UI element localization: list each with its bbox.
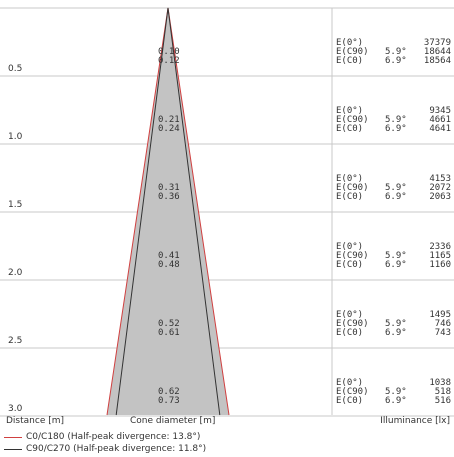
- illum-value-ec0: 1160: [429, 260, 451, 270]
- distance-label: 0.5: [8, 64, 23, 74]
- cone-diameter-c90: 0.52: [158, 319, 180, 329]
- illum-value-ec90: 746: [434, 319, 451, 329]
- illum-label-e0: E(0°): [336, 378, 364, 388]
- illum-value-ec90: 1165: [429, 251, 451, 261]
- cone-diameter-c90: 0.41: [158, 251, 180, 261]
- illum-label-ec90: E(C90): [336, 387, 369, 397]
- illum-value-ec0: 743: [434, 328, 451, 338]
- illuminance-axis-label: Illuminance [lx]: [380, 416, 450, 426]
- cone-edge-c90: [115, 7, 221, 416]
- illum-value-ec90: 18644: [423, 47, 451, 57]
- cone-diameter-c0: 0.24: [158, 124, 180, 134]
- angle-c90: 5.9°: [385, 319, 407, 329]
- distance-label: 1.0: [8, 132, 23, 142]
- cone-diameter-c90: 0.62: [158, 387, 180, 397]
- illum-label-ec0: E(C0): [336, 124, 364, 134]
- angle-c0: 6.9°: [385, 124, 407, 134]
- illum-label-ec0: E(C0): [336, 328, 364, 338]
- illum-value-ec0: 18564: [423, 56, 451, 66]
- illum-value-ec0: 4641: [429, 124, 451, 134]
- cone-diameter-c0: 0.73: [158, 396, 180, 406]
- cone-diameter-c0: 0.12: [158, 56, 180, 66]
- angle-c90: 5.9°: [385, 115, 407, 125]
- angle-c0: 6.9°: [385, 396, 407, 406]
- cone-diameter-c0: 0.48: [158, 260, 180, 270]
- illum-label-ec0: E(C0): [336, 260, 364, 270]
- illum-label-ec90: E(C90): [336, 47, 369, 57]
- cone-diameter-c90: 0.21: [158, 115, 180, 125]
- distance-label: 3.0: [8, 404, 23, 414]
- cone-diameter-c90: 0.10: [158, 47, 180, 57]
- illum-value-e0: 2336: [429, 242, 451, 252]
- angle-c90: 5.9°: [385, 183, 407, 193]
- illum-value-e0: 1038: [429, 378, 451, 388]
- cone-diameter-c90: 0.31: [158, 183, 180, 193]
- illum-label-ec0: E(C0): [336, 396, 364, 406]
- illum-value-ec90: 4661: [429, 115, 451, 125]
- illum-label-ec90: E(C90): [336, 183, 369, 193]
- distance-label: 2.5: [8, 336, 23, 346]
- illum-label-e0: E(0°): [336, 242, 364, 252]
- cone-axis-label: Cone diameter [m]: [130, 416, 216, 426]
- illum-label-ec90: E(C90): [336, 115, 369, 125]
- illum-value-ec90: 2072: [429, 183, 451, 193]
- angle-c90: 5.9°: [385, 251, 407, 261]
- illum-value-ec0: 2063: [429, 192, 451, 202]
- angle-c90: 5.9°: [385, 387, 407, 397]
- illum-value-e0: 9345: [429, 106, 451, 116]
- angle-c0: 6.9°: [385, 328, 407, 338]
- illum-label-ec0: E(C0): [336, 192, 364, 202]
- distance-label: 2.0: [8, 268, 23, 278]
- angle-c90: 5.9°: [385, 47, 407, 57]
- illum-label-ec90: E(C90): [336, 319, 369, 329]
- illum-label-e0: E(0°): [336, 106, 364, 116]
- legend-c90-line: [4, 449, 22, 450]
- illum-value-ec0: 516: [434, 396, 451, 406]
- illum-label-ec0: E(C0): [336, 56, 364, 66]
- illum-value-ec90: 518: [434, 387, 451, 397]
- illum-label-e0: E(0°): [336, 174, 364, 184]
- illum-value-e0: 4153: [429, 174, 451, 184]
- distance-axis-label: Distance [m]: [6, 416, 65, 426]
- legend-c0-label: C0/C180 (Half-peak divergence: 13.8°): [26, 432, 201, 442]
- legend-c0-line: [4, 437, 22, 438]
- illum-label-ec90: E(C90): [336, 251, 369, 261]
- angle-c0: 6.9°: [385, 192, 407, 202]
- angle-c0: 6.9°: [385, 56, 407, 66]
- illum-label-e0: E(0°): [336, 310, 364, 320]
- cone-fill-c0: [107, 8, 229, 415]
- cone-diameter-c0: 0.36: [158, 192, 180, 202]
- illum-label-e0: E(0°): [336, 38, 364, 48]
- illum-value-e0: 37379: [423, 38, 451, 48]
- legend-c90-label: C90/C270 (Half-peak divergence: 11.8°): [26, 444, 207, 454]
- angle-c0: 6.9°: [385, 260, 407, 270]
- distance-label: 1.5: [8, 200, 23, 210]
- cone-diameter-c0: 0.61: [158, 328, 180, 338]
- illum-value-e0: 1495: [429, 310, 451, 320]
